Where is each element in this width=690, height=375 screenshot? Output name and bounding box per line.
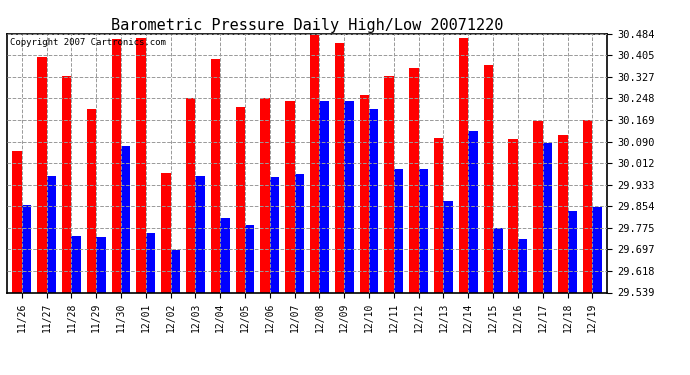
Bar xyxy=(533,121,543,292)
Bar xyxy=(121,146,130,292)
Bar xyxy=(211,60,220,292)
Bar xyxy=(12,151,22,292)
Bar xyxy=(509,139,518,292)
Bar xyxy=(484,65,493,292)
Bar xyxy=(493,228,502,292)
Bar xyxy=(592,207,602,292)
Text: Copyright 2007 Cartronics.com: Copyright 2007 Cartronics.com xyxy=(10,38,166,46)
Bar xyxy=(335,43,344,292)
Bar xyxy=(195,176,205,292)
Title: Barometric Pressure Daily High/Low 20071220: Barometric Pressure Daily High/Low 20071… xyxy=(111,18,503,33)
Bar xyxy=(310,35,319,292)
Bar xyxy=(96,237,106,292)
Bar xyxy=(518,239,527,292)
Bar xyxy=(344,100,354,292)
Bar xyxy=(186,98,195,292)
Bar xyxy=(409,68,419,292)
Bar xyxy=(567,211,577,292)
Bar xyxy=(260,98,270,292)
Bar xyxy=(295,174,304,292)
Bar xyxy=(137,38,146,292)
Bar xyxy=(394,169,403,292)
Bar xyxy=(558,135,567,292)
Bar xyxy=(434,138,444,292)
Bar xyxy=(47,176,56,292)
Bar xyxy=(22,205,31,292)
Bar xyxy=(170,250,180,292)
Bar xyxy=(146,233,155,292)
Bar xyxy=(37,57,47,292)
Bar xyxy=(87,109,96,292)
Bar xyxy=(459,38,469,292)
Bar xyxy=(583,120,592,292)
Bar xyxy=(285,100,295,292)
Bar xyxy=(384,76,394,292)
Bar xyxy=(543,143,552,292)
Bar xyxy=(161,173,170,292)
Bar xyxy=(469,130,477,292)
Bar xyxy=(71,236,81,292)
Bar xyxy=(245,225,255,292)
Bar xyxy=(369,109,379,292)
Bar xyxy=(112,39,121,292)
Bar xyxy=(235,107,245,292)
Bar xyxy=(359,95,369,292)
Bar xyxy=(220,218,230,292)
Bar xyxy=(319,100,329,292)
Bar xyxy=(444,201,453,292)
Bar xyxy=(62,76,71,292)
Bar xyxy=(419,169,428,292)
Bar xyxy=(270,177,279,292)
